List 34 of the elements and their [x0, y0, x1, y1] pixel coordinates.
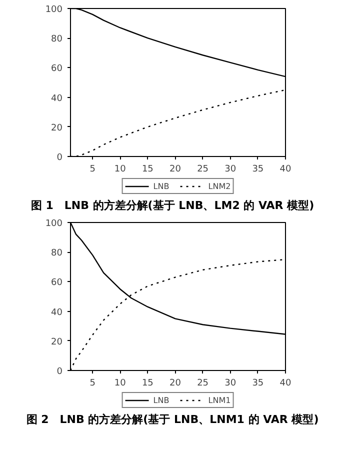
x-tick-label: 30 — [224, 164, 236, 174]
y-tick-label: 100 — [45, 5, 63, 15]
x-tick-label: 25 — [197, 164, 209, 174]
text: 图 2 LNB 的方差分解(基于 LNB、LNM1 的 VAR 模型) — [26, 412, 319, 428]
x-tick-label: 15 — [142, 164, 154, 174]
x-tick-label: 35 — [252, 164, 264, 174]
x-tick-label: 15 — [142, 378, 154, 388]
y-tick-label: 0 — [56, 153, 63, 163]
x-tick-label: 35 — [252, 378, 264, 388]
y-tick-label: 20 — [51, 123, 63, 134]
x-tick-label: 20 — [170, 164, 182, 174]
x-tick-label: 40 — [280, 164, 292, 174]
y-tick-label: 60 — [51, 64, 63, 74]
text: 图 1 LNB 的方差分解(基于 LNB、LM2 的 VAR 模型) — [30, 198, 314, 214]
y-tick-label: 20 — [51, 337, 63, 348]
legend-label: LNM1 — [208, 395, 231, 405]
y-tick-label: 60 — [51, 278, 63, 288]
legend-label: LNB — [153, 395, 170, 405]
x-tick-label: 5 — [90, 164, 96, 174]
x-tick-label: 30 — [224, 378, 236, 388]
legend-label: LNB — [153, 181, 170, 191]
x-tick-label: 10 — [114, 164, 126, 174]
x-tick-label: 25 — [197, 378, 209, 388]
y-tick-label: 40 — [51, 94, 63, 104]
y-tick-label: 40 — [51, 308, 63, 318]
legend-label: LNM2 — [208, 181, 231, 191]
y-tick-label: 100 — [45, 219, 63, 229]
y-tick-label: 0 — [56, 367, 63, 377]
x-tick-label: 40 — [280, 378, 292, 388]
x-tick-label: 5 — [90, 378, 96, 388]
y-tick-label: 80 — [51, 248, 63, 259]
x-tick-label: 10 — [114, 378, 126, 388]
y-tick-label: 80 — [51, 34, 63, 45]
x-tick-label: 20 — [170, 378, 182, 388]
